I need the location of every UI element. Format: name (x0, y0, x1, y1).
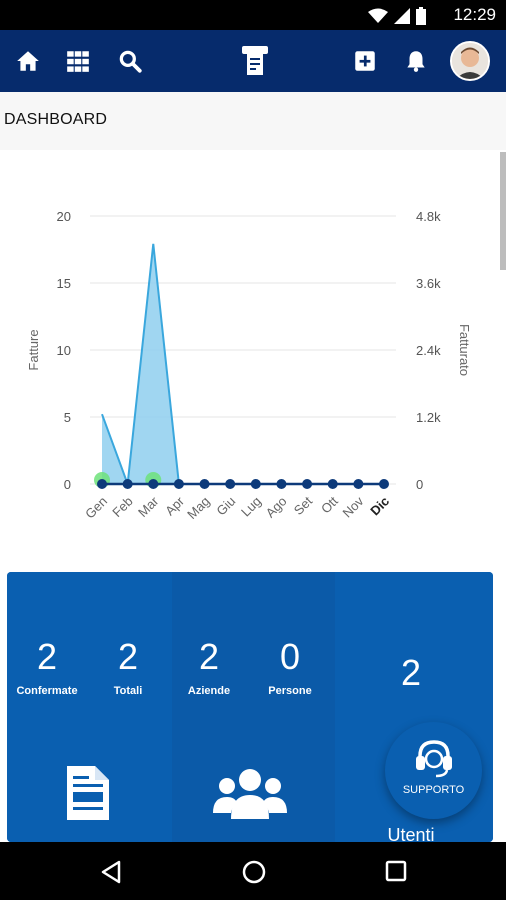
y-tick-label: 15 (57, 276, 71, 291)
y-tick-label: 10 (57, 343, 71, 358)
fatture-point (199, 479, 210, 489)
x-tick-label: Set (291, 493, 316, 518)
avatar[interactable] (450, 41, 490, 81)
fatture-point (173, 479, 184, 489)
x-tick-label: Gen (82, 494, 110, 522)
stat-value-confermate: 2 (36, 636, 58, 677)
fatture-point (379, 479, 389, 489)
system-nav-bar (0, 842, 506, 900)
recents-icon[interactable] (385, 860, 407, 882)
x-tick-label: Giu (213, 494, 238, 519)
support-button[interactable]: SUPPORTO (385, 722, 482, 819)
stat-label-aziende: Aziende (187, 685, 231, 697)
users-icon (213, 769, 287, 819)
document-icon (67, 766, 109, 820)
fatture-point (327, 479, 338, 489)
app-bar (0, 30, 506, 92)
page-header: DASHBOARD (0, 92, 506, 150)
x-tick-label: Ago (263, 494, 290, 521)
y2-tick-label: 4.8k (416, 209, 441, 224)
fatturato-area (102, 243, 384, 484)
x-tick-label: Dic (367, 494, 392, 519)
home-icon[interactable] (15, 48, 41, 74)
y2-axis-title: Fatturato (457, 324, 472, 376)
clock: 12:29 (453, 5, 496, 24)
status-bar: 12:29 (0, 0, 506, 30)
wifi-icon (368, 8, 388, 23)
y-tick-label: 20 (57, 209, 71, 224)
y2-tick-label: 3.6k (416, 276, 441, 291)
stat-value-utenti: 2 (400, 652, 422, 693)
x-tick-label: Mag (184, 494, 212, 522)
bell-icon[interactable] (403, 48, 429, 74)
x-tick-label: Lug (238, 494, 264, 520)
y-axis-title: Fatture (26, 329, 41, 370)
back-icon[interactable] (100, 860, 122, 884)
grid-icon[interactable] (65, 48, 91, 74)
chart-container: 0 5 10 15 20 0 1.2k 2.4k 3.6k 4.8k Fatture Fatturat… (0, 150, 506, 550)
add-icon[interactable] (352, 48, 378, 74)
fatture-point (353, 479, 364, 489)
y2-tick-label: 1.2k (416, 410, 441, 425)
y2-tick-label: 0 (416, 477, 423, 492)
user-photo (452, 43, 488, 79)
home-nav-icon[interactable] (241, 859, 267, 885)
fatture-point (148, 479, 159, 489)
x-tick-label: Nov (340, 493, 367, 520)
x-tick-label: Mar (135, 493, 162, 520)
signal-icon (394, 8, 410, 24)
fatture-point (302, 479, 313, 489)
stat-label-persone: Persone (268, 685, 312, 697)
support-label: SUPPORTO (402, 784, 465, 796)
scrollbar[interactable] (500, 152, 506, 270)
stat-value-persone: 0 (279, 636, 301, 677)
stat-label-totali: Totali (113, 685, 143, 697)
printer-logo-icon[interactable] (240, 43, 270, 77)
fatture-point (250, 479, 261, 489)
x-tick-label: Ott (318, 493, 341, 516)
headset-icon (416, 740, 452, 778)
stat-label-confermate: Confermate (16, 685, 78, 697)
fatture-point (122, 479, 133, 489)
fatture-point (225, 479, 236, 489)
invoice-chart: 0 5 10 15 20 0 1.2k 2.4k 3.6k 4.8k Fatture Fatturat… (26, 209, 472, 522)
y2-tick-label: 2.4k (416, 343, 441, 358)
fatture-point (97, 479, 107, 489)
fatture-point (276, 479, 287, 489)
x-tick-label: Apr (162, 493, 187, 518)
stat-label-utenti: Utenti (387, 825, 435, 842)
battery-icon (416, 7, 426, 25)
status-icons (368, 7, 426, 25)
stat-value-aziende: 2 (198, 636, 220, 677)
x-tick-label: Feb (109, 494, 135, 520)
stat-value-totali: 2 (117, 636, 139, 677)
y-tick-label: 5 (64, 410, 71, 425)
search-icon[interactable] (117, 48, 143, 74)
page-title: DASHBOARD (4, 111, 108, 128)
y-tick-label: 0 (64, 477, 71, 492)
